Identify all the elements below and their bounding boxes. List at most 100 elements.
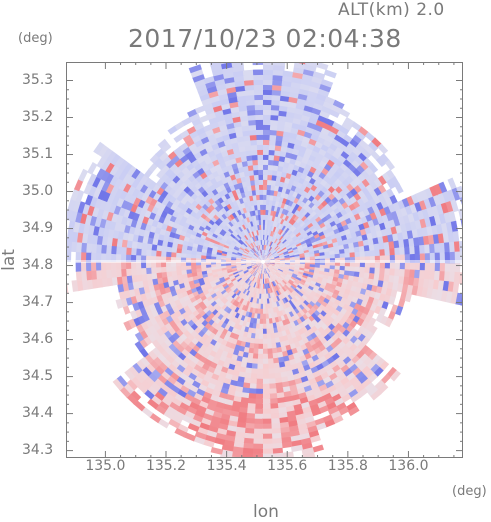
echo-cell: [262, 439, 273, 445]
echo-cell: [266, 334, 271, 340]
echo-cell: [261, 225, 263, 230]
echo-cell: [256, 135, 264, 141]
echo-cell: [262, 434, 273, 440]
echo-cell: [76, 270, 82, 281]
echo-cell: [262, 409, 271, 415]
echo-cell: [360, 251, 366, 257]
echo-cell: [415, 262, 421, 271]
x-tick-label: 135.8: [328, 458, 368, 474]
x-tick-label: 136.0: [388, 458, 428, 474]
echo-cell: [262, 354, 268, 360]
echo-cell: [263, 65, 275, 71]
echo-cell: [263, 115, 272, 121]
echo-cell: [258, 170, 264, 176]
echo-cell: [263, 110, 272, 116]
echo-cell: [263, 100, 273, 106]
echo-cell: [253, 434, 264, 440]
y-tick-label: 34.7: [22, 294, 64, 310]
clutter-band: [66, 260, 463, 263]
y-tick-label: 35.0: [22, 183, 64, 199]
echo-cell: [261, 230, 263, 235]
echo-cell: [211, 447, 224, 455]
echo-cell: [263, 319, 267, 324]
echo-cell: [330, 254, 336, 258]
altitude-label: ALT(km) 2.0: [338, 0, 445, 20]
echo-cell: [252, 449, 263, 455]
echo-cell: [255, 190, 260, 196]
echo-cell: [455, 262, 461, 274]
echo-cell: [263, 125, 271, 131]
y-tick-label: 35.3: [22, 72, 64, 88]
echo-cell: [255, 110, 264, 116]
echo-cell: [258, 175, 263, 181]
radar-doppler-map: [66, 62, 463, 458]
echo-cell: [259, 190, 263, 195]
echo-cell: [254, 85, 265, 91]
echo-cell: [262, 429, 272, 435]
x-tick-label: 135.4: [207, 458, 247, 474]
y-tick-label: 34.3: [22, 442, 64, 458]
echo-cell: [355, 252, 361, 258]
echo-cell: [250, 135, 258, 141]
echo-cell: [257, 150, 264, 156]
echo-cell: [260, 195, 264, 200]
echo-cell: [262, 394, 270, 400]
echo-cell: [262, 235, 264, 240]
echo-cell: [259, 185, 264, 190]
echo-cell: [252, 439, 263, 445]
echo-cell: [268, 363, 275, 369]
echo-cell: [450, 262, 456, 273]
echo-cell: [262, 399, 270, 405]
echo-cell: [253, 429, 263, 435]
echo-cell: [262, 389, 270, 395]
echo-cell: [262, 344, 267, 350]
echo-cell: [257, 140, 264, 146]
echo-cell: [263, 294, 265, 299]
echo-cell: [324, 69, 337, 78]
echo-cell: [262, 374, 269, 380]
echo-cell: [263, 120, 271, 126]
echo-cell: [263, 130, 271, 136]
y-unit-label: (deg): [18, 31, 53, 46]
y-tick-label: 34.8: [22, 257, 64, 273]
echo-cell: [258, 160, 264, 166]
echo-cell: [255, 115, 264, 121]
echo-cell: [263, 329, 267, 334]
echo-cell: [191, 265, 197, 270]
echo-cell: [260, 210, 263, 215]
echo-cell: [263, 299, 266, 304]
echo-cell: [176, 266, 182, 271]
echo-cell: [395, 262, 401, 270]
echo-cell: [253, 424, 263, 430]
echo-cell: [262, 414, 271, 420]
echo-cell: [151, 267, 157, 274]
echo-cell: [262, 349, 268, 355]
echo-cell: [389, 248, 395, 256]
echo-cell: [263, 75, 274, 81]
echo-cell: [390, 262, 396, 270]
echo-cell: [251, 150, 258, 156]
echo-cell: [263, 70, 274, 76]
y-tick-label: 34.5: [22, 368, 64, 384]
x-axis-label: lon: [253, 502, 279, 522]
echo-cell: [262, 334, 267, 339]
echo-cell: [261, 220, 264, 225]
echo-cell: [261, 215, 264, 220]
echo-cell: [156, 267, 162, 274]
echo-cell: [253, 70, 264, 76]
echo-cell: [268, 373, 275, 379]
echo-cell: [269, 383, 277, 389]
echo-cell: [350, 252, 356, 258]
echo-cell: [258, 165, 264, 171]
y-tick-label: 35.1: [22, 146, 64, 162]
echo-cell: [262, 364, 268, 370]
echo-cell: [345, 253, 351, 258]
echo-cell: [263, 105, 272, 111]
echo-cell: [253, 75, 264, 81]
echo-cell: [369, 250, 375, 257]
echo-cell: [87, 162, 97, 175]
echo-cell: [78, 169, 88, 182]
echo-cell: [405, 262, 411, 271]
echo-cell: [256, 125, 264, 131]
echo-cell: [262, 369, 269, 375]
